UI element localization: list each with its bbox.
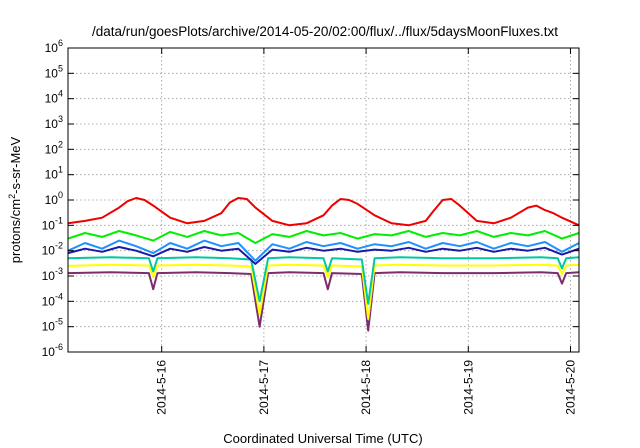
y-tick-exp: -2 [55,241,63,251]
y-tick-exp: -4 [55,291,63,301]
y-tick-base: 10 [42,320,56,334]
y-tick-label: 10-2 [42,241,63,258]
y-tick-base: 10 [45,193,59,207]
y-tick-base: 10 [45,168,59,182]
y-tick-base: 10 [45,41,59,55]
series-line-6 [67,230,580,244]
series-line-3 [67,256,580,305]
y-axis-label-sup: 2 [7,194,17,199]
y-axis-label: protons/cm2-s-sr-MeV [7,136,23,263]
y-tick-exp: 1 [58,165,63,175]
y-tick-base: 10 [45,66,59,80]
y-tick-label: 106 [45,38,63,55]
x-axis-label: Coordinated Universal Time (UTC) [223,431,422,446]
y-tick-label: 105 [45,63,63,80]
y-tick-base: 10 [42,294,56,308]
y-tick-exp: 5 [58,63,63,73]
y-axis-label-base: protons/cm [8,199,23,263]
y-tick-base: 10 [45,117,59,131]
series-line-4 [67,239,580,262]
x-tick-label: 2014-5-20 [563,360,577,415]
x-tick-label: 2014-5-18 [359,360,373,415]
y-tick-exp: 4 [58,89,63,99]
y-tick-label: 100 [45,190,63,207]
y-tick-exp: -1 [55,215,63,225]
series-line-2 [67,263,580,320]
y-tick-base: 10 [45,142,59,156]
chart-title: /data/run/goesPlots/archive/2014-05-20/0… [92,24,558,39]
y-tick-exp: 3 [58,114,63,124]
y-tick-exp: -6 [55,342,63,352]
x-tick-label: 2014-5-17 [257,360,271,415]
y-tick-label: 10-3 [42,266,63,283]
y-tick-base: 10 [45,92,59,106]
y-tick-label: 10-6 [42,342,63,359]
y-tick-exp: 2 [58,139,63,149]
y-tick-label: 102 [45,139,63,156]
x-tick-label: 2014-5-16 [155,360,169,415]
y-tick-base: 10 [42,269,56,283]
y-tick-label: 104 [45,89,63,106]
y-tick-label: 10-1 [42,215,63,232]
y-axis-label-rest: -s-sr-MeV [8,136,23,193]
y-tick-exp: 6 [58,38,63,48]
y-tick-base: 10 [42,244,56,258]
y-axis-ticks: 10-610-510-410-310-210-11001011021031041… [42,38,579,359]
y-tick-base: 10 [42,218,56,232]
y-tick-label: 10-5 [42,317,63,334]
y-tick-label: 101 [45,165,63,182]
series-line-1 [67,271,580,332]
y-tick-base: 10 [42,345,56,359]
y-tick-exp: -5 [55,317,63,327]
series-line-5 [67,246,580,265]
y-tick-label: 10-4 [42,291,63,308]
series-line-7 [67,197,580,227]
series-group [67,197,580,332]
y-tick-exp: -3 [55,266,63,276]
y-tick-label: 103 [45,114,63,131]
x-tick-label: 2014-5-19 [461,360,475,415]
x-axis-ticks: 2014-5-16 2014-5-17 2014-5-18 2014-5-19 2014… [155,48,577,415]
y-tick-exp: 0 [58,190,63,200]
